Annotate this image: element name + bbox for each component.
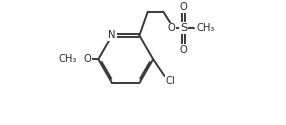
Text: O: O [168, 23, 176, 33]
Text: O: O [180, 45, 187, 55]
Text: O: O [84, 54, 92, 64]
Text: CH₃: CH₃ [58, 54, 76, 64]
Text: Cl: Cl [166, 76, 175, 86]
Text: S: S [180, 23, 187, 33]
Text: CH₃: CH₃ [197, 23, 215, 33]
Text: N: N [108, 30, 116, 40]
Text: O: O [180, 2, 187, 12]
